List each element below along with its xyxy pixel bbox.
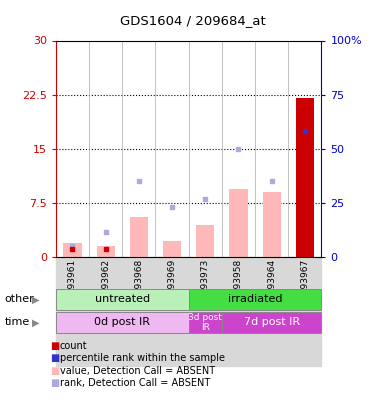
Text: GDS1604 / 209684_at: GDS1604 / 209684_at — [120, 14, 265, 27]
Bar — [255, 257, 288, 366]
Text: ■: ■ — [50, 341, 59, 351]
Text: time: time — [5, 318, 30, 327]
Text: 0d post IR: 0d post IR — [94, 318, 150, 327]
Text: 7d post IR: 7d post IR — [244, 318, 300, 327]
Text: rank, Detection Call = ABSENT: rank, Detection Call = ABSENT — [60, 378, 210, 388]
Text: percentile rank within the sample: percentile rank within the sample — [60, 354, 225, 363]
Bar — [189, 257, 222, 366]
Text: irradiated: irradiated — [228, 294, 282, 304]
Text: ■: ■ — [50, 378, 59, 388]
Bar — [288, 257, 321, 366]
Bar — [130, 217, 148, 257]
Bar — [296, 98, 314, 257]
Bar — [56, 257, 89, 366]
Bar — [89, 257, 122, 366]
Text: 3d post
IR: 3d post IR — [188, 313, 222, 332]
Bar — [263, 192, 281, 257]
Text: value, Detection Call = ABSENT: value, Detection Call = ABSENT — [60, 366, 215, 375]
Bar — [222, 257, 255, 366]
Bar — [163, 241, 181, 257]
Bar — [97, 246, 115, 257]
Bar — [229, 189, 248, 257]
Text: other: other — [5, 294, 34, 304]
Text: ■: ■ — [50, 366, 59, 375]
Bar — [196, 225, 214, 257]
Text: ▶: ▶ — [32, 294, 40, 304]
Bar — [122, 257, 156, 366]
Text: untreated: untreated — [95, 294, 150, 304]
Text: ▶: ▶ — [32, 318, 40, 327]
Bar — [156, 257, 189, 366]
Text: count: count — [60, 341, 87, 351]
Bar — [63, 243, 82, 257]
Text: ■: ■ — [50, 354, 59, 363]
